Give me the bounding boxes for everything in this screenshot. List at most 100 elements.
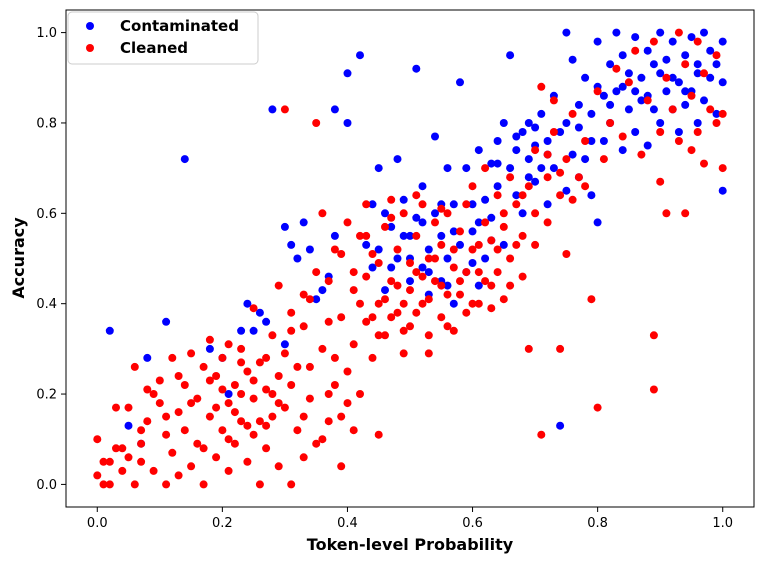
data-point-cleaned	[418, 299, 427, 308]
data-point-cleaned	[362, 200, 371, 209]
data-point-contaminated	[556, 421, 565, 430]
data-point-cleaned	[593, 403, 602, 412]
data-point-contaminated	[700, 28, 708, 37]
legend: Contaminated Cleaned	[67, 11, 259, 65]
data-point-contaminated	[437, 231, 446, 240]
data-point-cleaned	[212, 372, 221, 380]
data-point-cleaned	[581, 182, 590, 191]
data-point-contaminated	[499, 240, 508, 249]
data-point-cleaned	[224, 466, 233, 475]
data-point-contaminated	[280, 340, 289, 349]
data-point-cleaned	[362, 317, 371, 326]
x-tick-label: 1.0	[712, 516, 733, 531]
data-point-contaminated	[124, 421, 133, 430]
data-point-contaminated	[387, 222, 396, 231]
data-point-contaminated	[631, 87, 640, 96]
data-point-contaminated	[668, 37, 677, 46]
data-point-cleaned	[162, 430, 171, 439]
data-point-cleaned	[537, 430, 546, 439]
data-point-cleaned	[168, 448, 177, 457]
data-point-cleaned	[312, 268, 321, 277]
data-point-cleaned	[93, 435, 102, 444]
data-point-cleaned	[187, 462, 196, 471]
data-point-cleaned	[118, 466, 127, 475]
data-point-contaminated	[624, 105, 633, 114]
data-point-cleaned	[424, 331, 433, 340]
data-point-contaminated	[512, 132, 521, 141]
data-point-cleaned	[199, 480, 208, 489]
data-point-cleaned	[687, 146, 696, 155]
data-point-contaminated	[531, 177, 540, 186]
data-point-cleaned	[112, 403, 120, 412]
data-point-cleaned	[249, 394, 258, 403]
data-point-cleaned	[174, 471, 183, 480]
data-point-cleaned	[662, 209, 671, 218]
data-point-cleaned	[456, 290, 464, 299]
data-point-cleaned	[418, 200, 427, 209]
data-point-cleaned	[593, 87, 602, 96]
data-point-contaminated	[593, 37, 602, 46]
data-point-cleaned	[337, 412, 346, 421]
data-point-cleaned	[418, 272, 427, 281]
data-point-cleaned	[700, 159, 708, 168]
data-point-cleaned	[556, 344, 565, 353]
data-point-cleaned	[280, 105, 289, 114]
data-point-cleaned	[493, 268, 502, 277]
data-point-contaminated	[693, 69, 702, 78]
y-tick-label: 0.8	[36, 116, 57, 131]
data-point-contaminated	[418, 263, 427, 272]
data-point-cleaned	[249, 304, 258, 313]
data-point-cleaned	[449, 326, 458, 335]
data-point-cleaned	[412, 308, 421, 317]
data-point-contaminated	[618, 51, 627, 60]
data-point-cleaned	[230, 439, 239, 448]
data-point-contaminated	[674, 78, 683, 87]
data-point-cleaned	[193, 439, 202, 448]
data-point-cleaned	[481, 277, 490, 286]
data-point-cleaned	[468, 182, 477, 191]
data-point-cleaned	[368, 313, 377, 322]
data-point-cleaned	[431, 254, 439, 263]
data-point-cleaned	[255, 480, 264, 489]
data-point-contaminated	[606, 100, 615, 109]
data-point-contaminated	[662, 55, 671, 64]
data-point-cleaned	[643, 96, 652, 105]
data-point-cleaned	[424, 349, 433, 358]
data-point-contaminated	[381, 209, 389, 218]
data-point-contaminated	[330, 231, 339, 240]
data-point-cleaned	[456, 227, 464, 236]
data-point-cleaned	[462, 268, 471, 277]
data-point-cleaned	[305, 394, 314, 403]
data-point-cleaned	[337, 462, 346, 471]
data-point-cleaned	[443, 322, 452, 331]
data-point-contaminated	[180, 155, 189, 164]
data-point-cleaned	[155, 399, 164, 408]
data-point-cleaned	[474, 240, 483, 249]
data-point-contaminated	[643, 46, 652, 55]
data-point-cleaned	[356, 390, 364, 398]
data-point-contaminated	[105, 326, 114, 335]
x-tick-label: 0.6	[462, 516, 483, 531]
data-point-cleaned	[512, 200, 521, 209]
data-point-cleaned	[180, 426, 189, 435]
data-point-cleaned	[399, 299, 408, 308]
data-point-cleaned	[506, 173, 515, 182]
data-point-contaminated	[406, 231, 414, 240]
data-point-cleaned	[193, 394, 202, 403]
data-point-cleaned	[481, 164, 490, 173]
data-point-cleaned	[424, 254, 433, 263]
data-point-cleaned	[356, 299, 364, 308]
data-point-cleaned	[356, 231, 364, 240]
data-point-cleaned	[205, 335, 214, 344]
data-point-contaminated	[468, 259, 477, 267]
data-point-contaminated	[474, 218, 483, 227]
data-point-cleaned	[124, 453, 133, 462]
data-point-contaminated	[574, 100, 583, 109]
data-point-cleaned	[374, 331, 383, 340]
data-point-cleaned	[255, 417, 264, 426]
data-point-cleaned	[487, 304, 496, 313]
data-point-cleaned	[474, 268, 483, 277]
data-point-cleaned	[174, 372, 183, 380]
data-point-cleaned	[274, 372, 283, 380]
data-point-cleaned	[493, 245, 502, 254]
